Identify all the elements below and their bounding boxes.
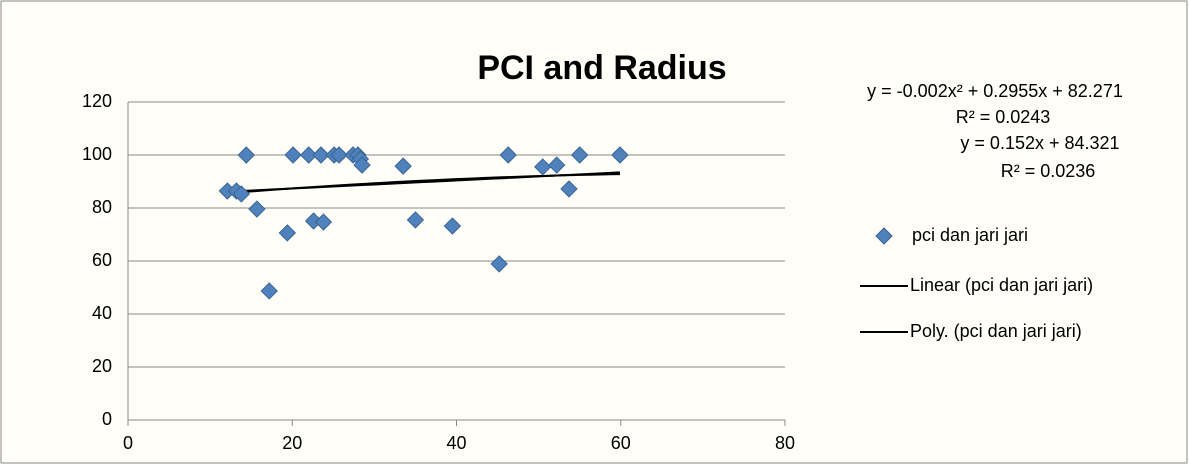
y-tick-label: 120 [82, 91, 112, 111]
point [299, 146, 318, 164]
point [284, 146, 302, 164]
point [330, 146, 348, 164]
legend-marker [875, 227, 893, 245]
trendline-r2: R² = 0.0236 [1001, 161, 1096, 181]
chart-title: PCI and Radius [477, 49, 726, 87]
point [490, 255, 508, 273]
point [237, 146, 255, 164]
trendline [227, 173, 620, 195]
point [611, 146, 629, 164]
point [232, 185, 251, 203]
legend-label: pci dan jari jari [912, 225, 1028, 245]
x-tick-label: 0 [123, 433, 133, 453]
x-tick-label: 40 [446, 433, 466, 453]
y-tick-label: 80 [92, 197, 112, 217]
trendline-equation: y = -0.002x² + 0.2955x + 82.271 [867, 81, 1123, 101]
legend-label: Poly. (pci dan jari jari) [910, 321, 1082, 341]
trendline-r2: R² = 0.0243 [956, 107, 1051, 127]
point [353, 156, 371, 174]
point [278, 224, 297, 242]
y-tick-label: 0 [102, 409, 112, 429]
y-tick-label: 40 [92, 303, 112, 323]
point [499, 146, 517, 164]
point [534, 158, 552, 176]
point [547, 156, 566, 174]
point [570, 146, 589, 164]
trendline-equation: y = 0.152x + 84.321 [960, 133, 1119, 153]
point [314, 213, 333, 231]
point [248, 200, 266, 218]
point [560, 180, 578, 198]
y-tick-label: 100 [82, 144, 112, 164]
point [443, 217, 462, 235]
point [406, 211, 425, 229]
x-tick-label: 60 [611, 433, 631, 453]
x-tick-label: 20 [282, 433, 302, 453]
y-tick-label: 60 [92, 250, 112, 270]
point [394, 157, 412, 175]
point [260, 282, 278, 300]
y-tick-label: 20 [92, 356, 112, 376]
point [312, 146, 330, 164]
legend-label: Linear (pci dan jari jari) [910, 275, 1093, 295]
x-tick-label: 80 [775, 433, 795, 453]
